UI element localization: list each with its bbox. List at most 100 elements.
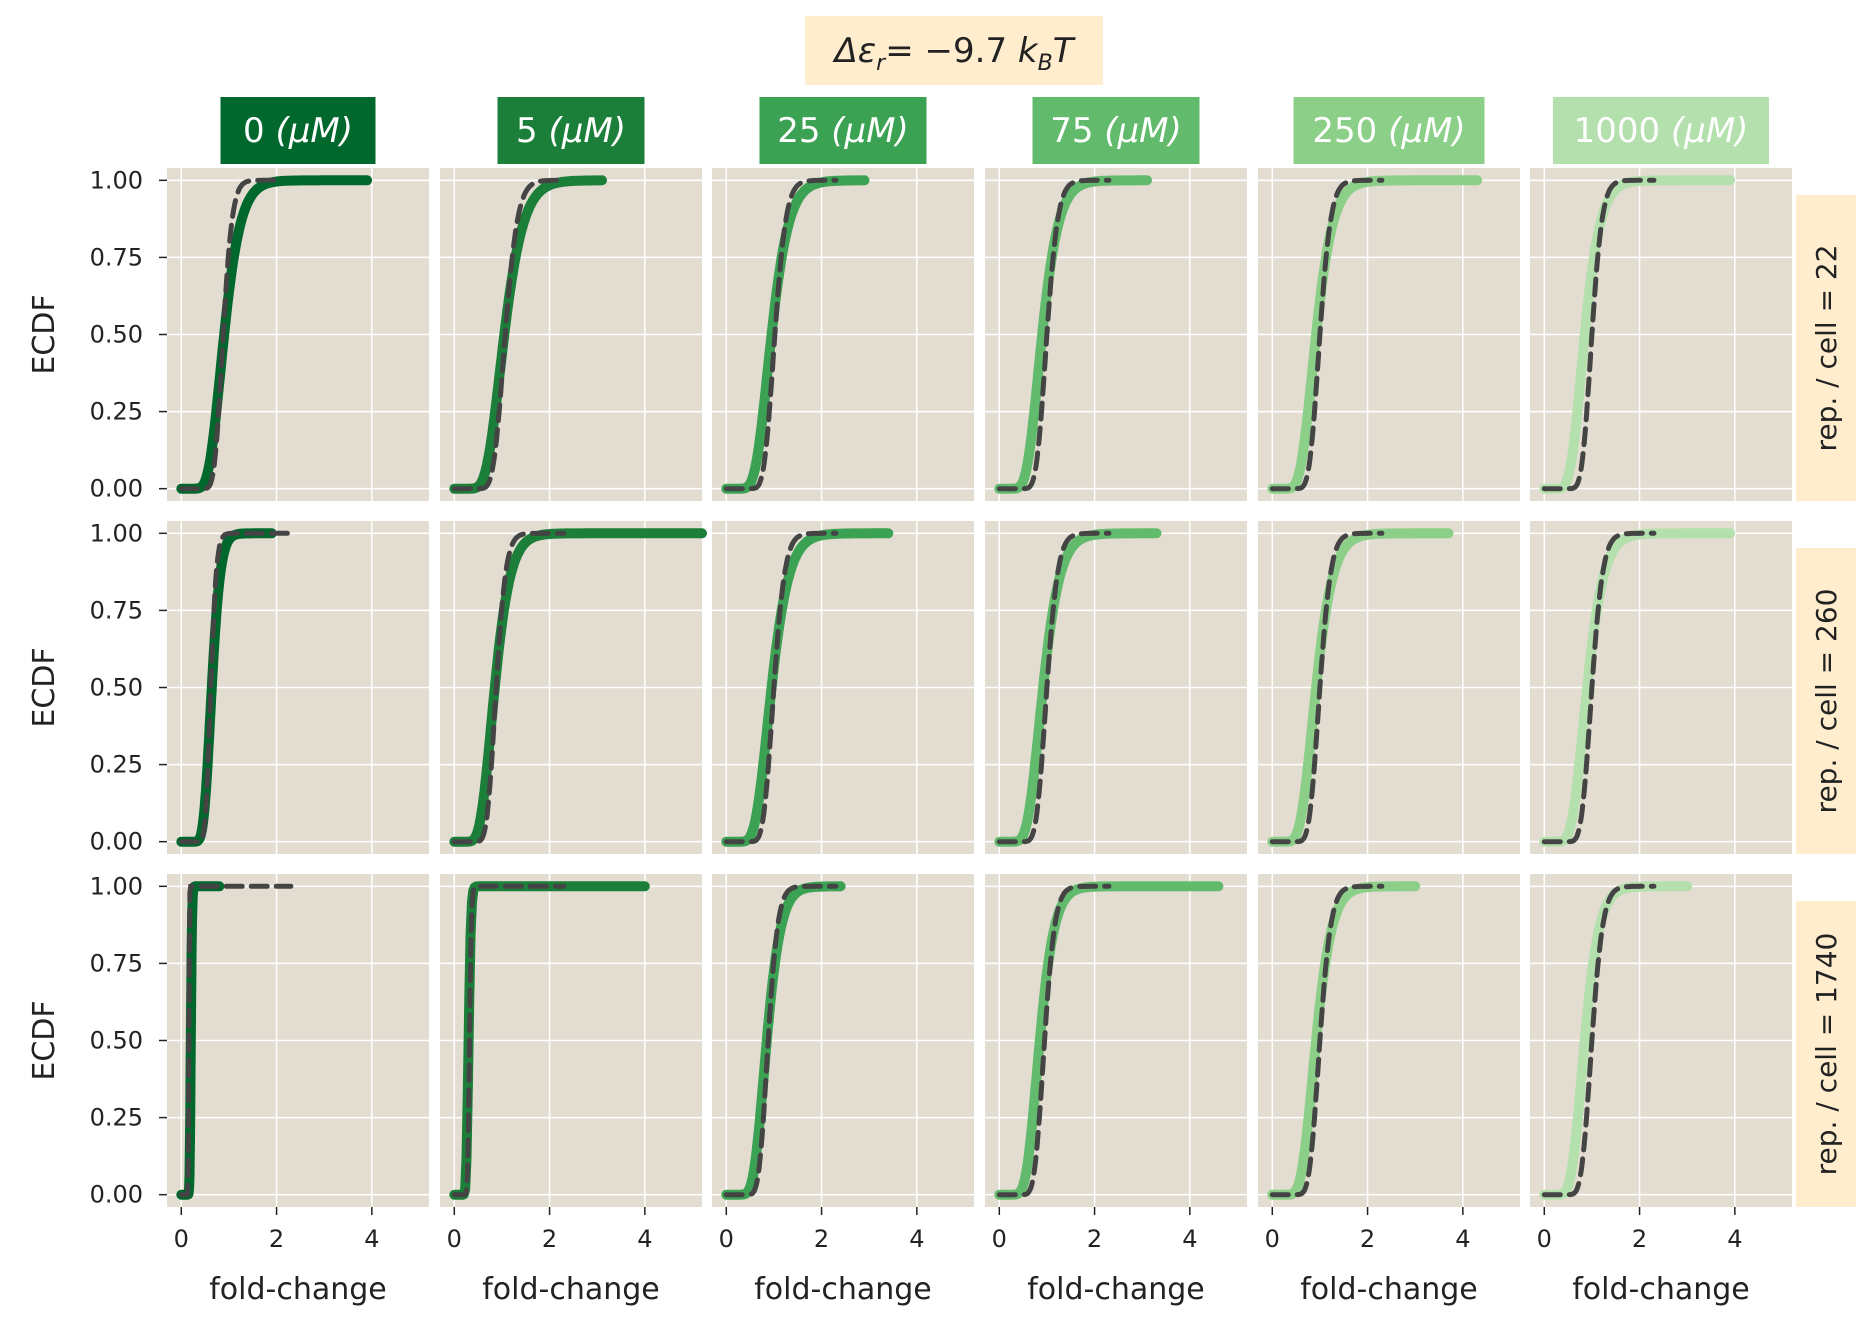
theory-ecdf-line: [178, 530, 294, 845]
row-strip-1: rep. / cell = 22: [1796, 195, 1856, 501]
x-axis-label: fold-change: [482, 1272, 660, 1307]
theory-ecdf-line: [996, 883, 1112, 1198]
figure-title: Δεr= −9.7 kBT: [805, 16, 1103, 85]
theory-ecdf-line: [1269, 530, 1385, 845]
theory-ecdf-line: [996, 177, 1112, 492]
facet-panel-r3-c3: [712, 874, 974, 1207]
y-tick-label: 1.00: [90, 872, 143, 900]
theory-ecdf-line: [1541, 177, 1657, 492]
column-strip-label: 250 (μM): [1312, 111, 1465, 151]
facet-panel-r2-c1: [167, 521, 429, 854]
experimental-ecdf-line: [994, 175, 1152, 494]
x-tick-label: 2: [1087, 1225, 1102, 1253]
x-axis-label: fold-change: [754, 1272, 932, 1307]
experimental-ecdf-line: [1267, 881, 1421, 1200]
row-strip-label: rep. / cell = 260: [1810, 589, 1843, 814]
row-strip-box: [1796, 548, 1856, 854]
theory-ecdf-line: [723, 177, 839, 492]
theory-ecdf-line: [178, 177, 280, 492]
theory-ecdf-line: [451, 530, 567, 845]
facet-panel-r1-c4: [985, 168, 1247, 501]
column-strip-1000: 1000 (μM): [1553, 97, 1769, 164]
y-axis-label: ECDF: [27, 647, 62, 727]
y-tick-label: 0.50: [90, 321, 143, 349]
x-tick-label: 2: [1360, 1225, 1375, 1253]
facet-panel-r1-c5: [1258, 168, 1520, 501]
figure-title-box: [805, 16, 1103, 85]
facet-panel-r2-c6: [1530, 521, 1792, 854]
theory-ecdf-line: [996, 530, 1112, 845]
facet-panel-r1-c1: [167, 168, 429, 501]
y-axis-label: ECDF: [27, 294, 62, 374]
x-tick-label: 4: [1182, 1225, 1197, 1253]
column-strip-box: [220, 97, 376, 164]
experimental-ecdf-line: [721, 175, 870, 494]
y-axis-label: ECDF: [27, 1000, 62, 1080]
y-tick-label: 1.00: [90, 519, 143, 547]
column-strip-box: [1553, 97, 1769, 164]
column-strip-box: [759, 97, 927, 164]
y-tick-label: 0.00: [90, 1181, 143, 1209]
x-tick-label: 2: [1632, 1225, 1647, 1253]
theory-ecdf-line: [723, 883, 839, 1198]
y-tick-label: 0.00: [90, 475, 143, 503]
x-tick-label: 0: [1537, 1225, 1552, 1253]
column-strip-0: 0 (μM): [220, 97, 376, 164]
x-axis-label: fold-change: [1572, 1272, 1750, 1307]
x-tick-label: 2: [542, 1225, 557, 1253]
facet-grid: 0.00 0.25 0.50 0.75 1.00 ECDF 0.00 0.25 0.50 0.75…: [27, 97, 1856, 1307]
row-strip-box: [1796, 901, 1856, 1207]
row-strip-2: rep. / cell = 260: [1796, 548, 1856, 854]
column-strip-250: 250 (μM): [1293, 97, 1485, 164]
column-strip-label: 5 (μM): [516, 111, 626, 151]
x-tick-label: 0: [719, 1225, 734, 1253]
column-strip-label: 1000 (μM): [1574, 111, 1749, 151]
theory-ecdf-line: [451, 177, 567, 492]
y-tick-label: 0.75: [90, 243, 143, 271]
theory-ecdf-line: [723, 530, 839, 845]
y-tick-label: 0.75: [90, 949, 143, 977]
facet-panel-r2-c3: [712, 521, 974, 854]
column-strip-box: [497, 97, 645, 164]
x-tick-label: 4: [1455, 1225, 1470, 1253]
facet-panel-r3-c4: [985, 874, 1247, 1207]
facet-panel-r1-c6: [1530, 168, 1792, 501]
y-tick-label: 0.50: [90, 674, 143, 702]
facet-panel-r3-c1: [167, 874, 429, 1207]
facet-panel-r1-c3: [712, 168, 974, 501]
x-tick-label: 4: [364, 1225, 379, 1253]
row-strip-label: rep. / cell = 22: [1810, 244, 1843, 451]
y-tick-label: 0.25: [90, 751, 143, 779]
column-strip-5: 5 (μM): [497, 97, 645, 164]
x-tick-label: 2: [269, 1225, 284, 1253]
x-axis-label: fold-change: [1027, 1272, 1205, 1307]
y-tick-label: 1.00: [90, 166, 143, 194]
facet-panel-r3-c6: [1530, 874, 1792, 1207]
experimental-ecdf-line: [994, 528, 1162, 847]
column-strip-label: 0 (μM): [243, 111, 353, 151]
experimental-ecdf-line: [721, 528, 894, 847]
column-strip-25: 25 (μM): [759, 97, 927, 164]
facet-panel-r2-c5: [1258, 521, 1520, 854]
x-tick-label: 2: [814, 1225, 829, 1253]
theory-ecdf-line: [1541, 883, 1657, 1198]
y-tick-label: 0.25: [90, 1104, 143, 1132]
x-tick-label: 4: [1727, 1225, 1742, 1253]
y-tick-label: 0.75: [90, 596, 143, 624]
theory-ecdf-line: [178, 883, 294, 1198]
x-axis-label: fold-change: [1300, 1272, 1478, 1307]
column-strip-label: 75 (μM): [1050, 111, 1182, 151]
experimental-ecdf-line: [449, 175, 607, 494]
theory-ecdf-line: [451, 883, 567, 1198]
y-tick-label: 0.25: [90, 398, 143, 426]
facet-panel-r1-c2: [440, 168, 702, 501]
x-tick-label: 0: [174, 1225, 189, 1253]
column-strip-box: [1032, 97, 1200, 164]
theory-ecdf-line: [1269, 883, 1385, 1198]
facet-panel-r3-c2: [440, 874, 702, 1207]
column-strip-box: [1293, 97, 1485, 164]
facet-panel-r2-c4: [985, 521, 1247, 854]
y-tick-label: 0.00: [90, 828, 143, 856]
figure-title-text: Δεr= −9.7 kBT: [832, 31, 1076, 76]
theory-ecdf-line: [1269, 177, 1385, 492]
